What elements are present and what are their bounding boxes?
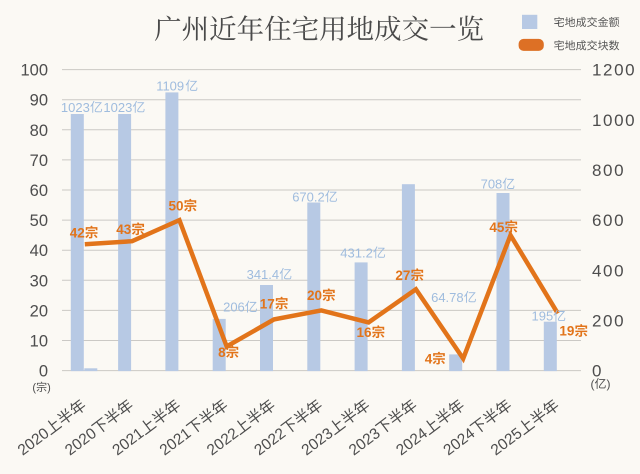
svg-text:20: 20 [307,288,322,303]
svg-text:8: 8 [218,345,226,360]
svg-text:(: ( [32,382,36,394]
svg-text:19: 19 [559,324,574,339]
svg-text:200: 200 [592,312,625,331]
svg-text:1000: 1000 [592,111,636,130]
svg-text:42: 42 [70,225,85,240]
svg-text:708: 708 [481,177,503,192]
svg-text:1200: 1200 [592,61,636,80]
svg-text:(: ( [591,377,595,391]
svg-text:1109: 1109 [156,78,184,93]
svg-text:0: 0 [39,363,48,381]
svg-text:431.2: 431.2 [340,245,373,260]
svg-text:): ) [47,382,51,394]
svg-text:16: 16 [357,325,373,340]
svg-text:800: 800 [592,161,625,180]
svg-text:206: 206 [223,300,245,315]
svg-text:1023: 1023 [61,100,90,115]
svg-text:10: 10 [30,333,48,351]
svg-text:50: 50 [30,212,48,230]
svg-text:27: 27 [395,268,410,283]
svg-text:341.4: 341.4 [247,267,280,282]
svg-text:20: 20 [30,302,48,320]
svg-text:195: 195 [532,309,554,324]
svg-text:45: 45 [489,220,505,235]
svg-text:100: 100 [20,62,48,80]
svg-text:64.78: 64.78 [431,290,464,305]
svg-text:90: 90 [30,92,48,110]
svg-text:60: 60 [30,182,48,200]
svg-text:70: 70 [30,152,48,170]
svg-text:4: 4 [425,351,433,366]
svg-text:): ) [607,377,611,391]
svg-text:43: 43 [116,222,132,237]
svg-text:600: 600 [592,211,625,230]
svg-text:80: 80 [30,122,48,140]
svg-text:1023: 1023 [103,100,132,115]
svg-text:0: 0 [592,362,603,381]
svg-text:400: 400 [592,261,625,280]
svg-text:50: 50 [169,198,184,213]
svg-text:17: 17 [260,296,275,311]
svg-text:30: 30 [30,272,48,290]
svg-text:670.2: 670.2 [292,189,325,204]
svg-text:40: 40 [30,242,48,260]
